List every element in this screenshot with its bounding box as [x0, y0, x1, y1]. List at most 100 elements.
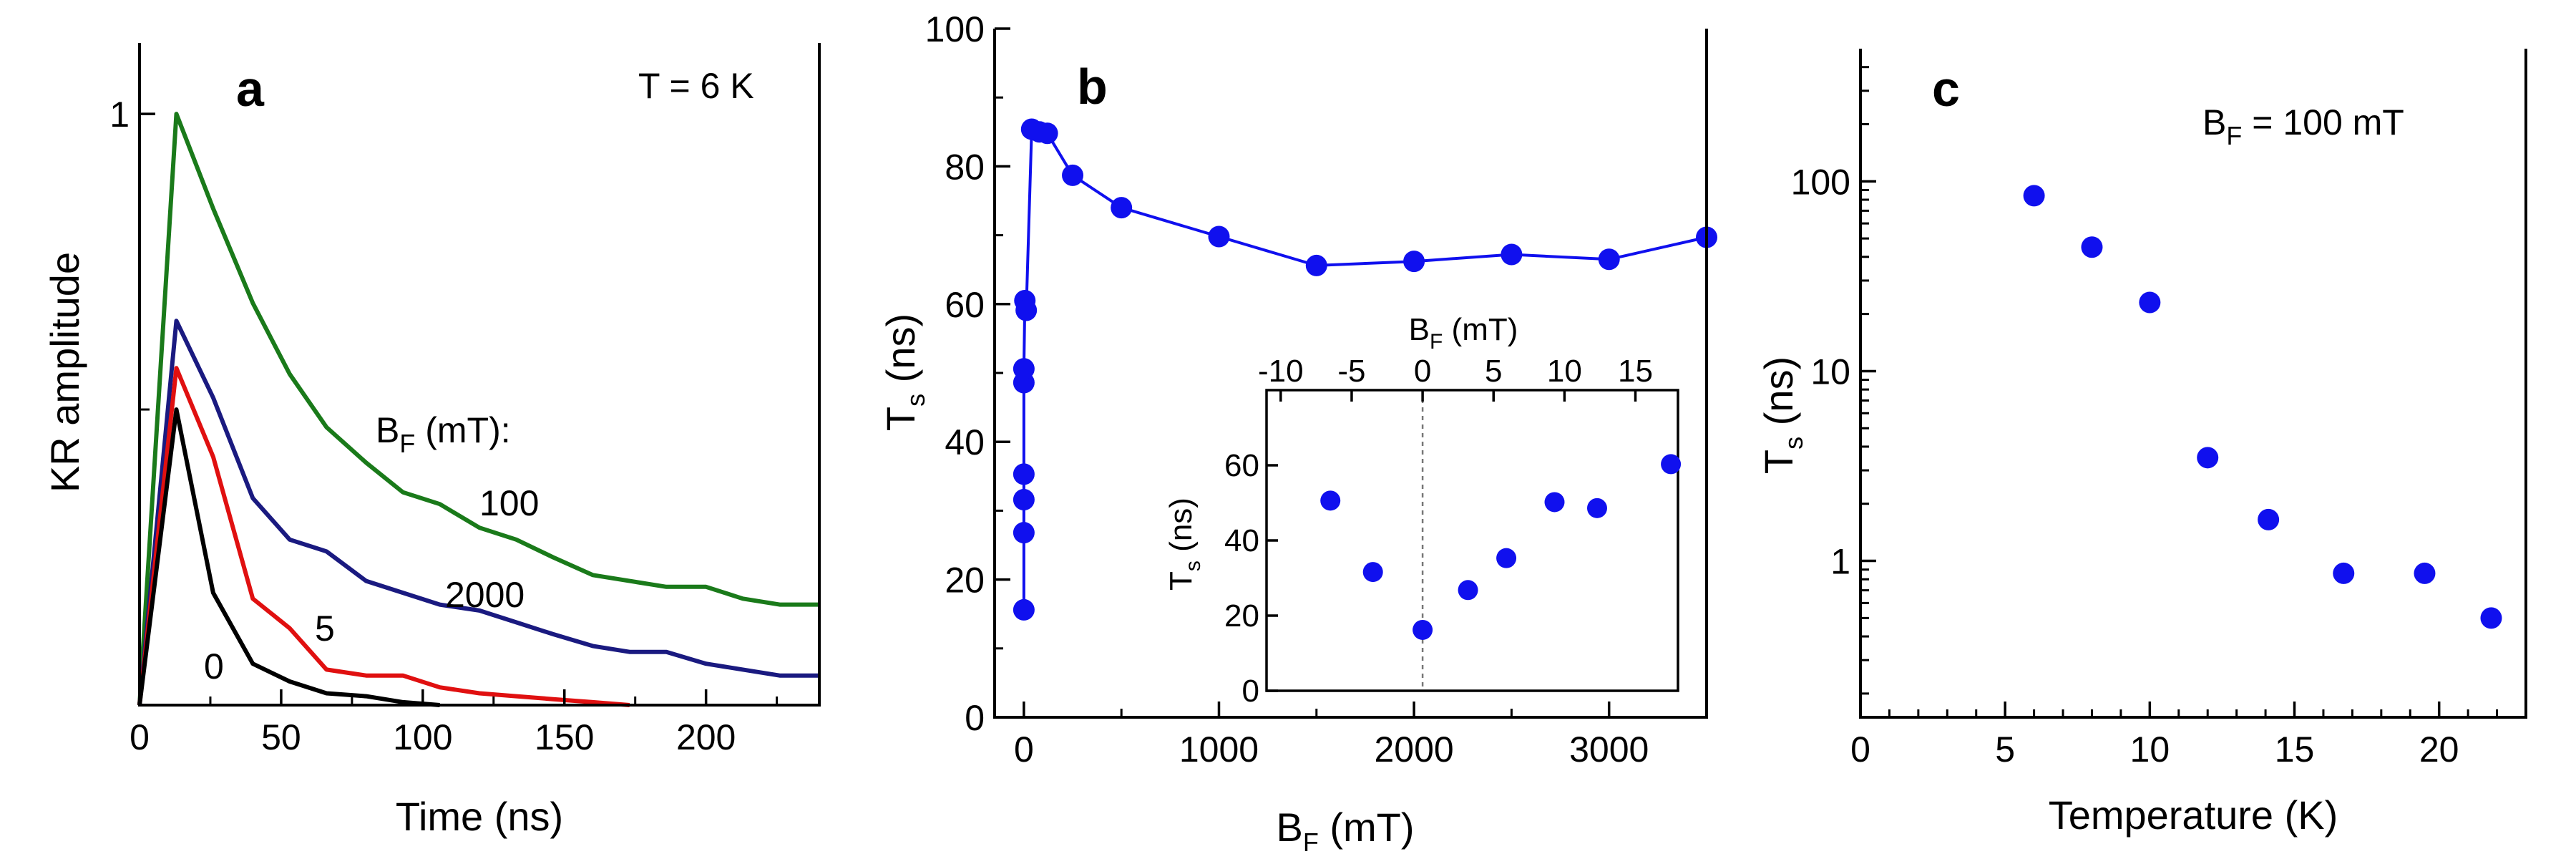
c-annotation-rest: = 100 mT [2242, 102, 2404, 142]
a-series-line-5 [137, 366, 630, 707]
b-inset-x-tick-label--10: -10 [1258, 354, 1304, 389]
b-y-tick-label-60: 60 [945, 285, 985, 325]
b-y-label-main: T [878, 407, 923, 431]
b-data-point [1036, 122, 1058, 145]
c-panel-label: c [1932, 61, 1960, 117]
c-axes-frame [1859, 49, 2527, 719]
b-inset-x-tick-label-15: 15 [1618, 354, 1653, 389]
b-inset-y-tick-label-20: 20 [1224, 598, 1259, 634]
a-x-axis-label: Time (ns) [396, 794, 563, 839]
b-x-tick-label-2000: 2000 [1374, 729, 1453, 770]
a-x-tick-label-100: 100 [393, 717, 452, 757]
b-inset-data-point [1586, 498, 1607, 518]
b-inset: -10 -5 0 5 10 15 0 20 40 60 BF (mT) Ts (ns) [1163, 312, 1682, 709]
b-y-tick-label-40: 40 [945, 422, 985, 462]
b-inset-y-label-main: T [1163, 571, 1199, 591]
b-inset-y-tick-label-0: 0 [1242, 674, 1259, 709]
b-x-label-rest: (mT) [1319, 805, 1415, 850]
b-inset-x-label-main: B [1409, 312, 1430, 347]
a-series-label-0: 0 [204, 646, 224, 686]
b-inset-data-point [1362, 562, 1383, 583]
b-panel-label: b [1077, 59, 1108, 115]
a-x-tick-label-200: 200 [676, 717, 736, 757]
a-series-label-2000: 2000 [445, 575, 525, 615]
b-data-point [1015, 299, 1038, 321]
b-inset-x-label-rest: (mT) [1443, 312, 1518, 347]
b-x-tick-label-1000: 1000 [1179, 729, 1259, 770]
c-y-label-sub: s [1779, 437, 1808, 450]
a-y-axis-label: KR amplitude [42, 252, 87, 492]
b-inset-x-label-sub: F [1430, 330, 1443, 354]
c-field-annotation: BF = 100 mT [2202, 102, 2404, 150]
a-x-tick-label-0: 0 [130, 717, 150, 757]
c-y-label-rest: (ns) [1756, 356, 1801, 437]
a-series-label-100: 100 [479, 483, 539, 523]
a-temperature-annotation: T = 6 K [638, 66, 754, 106]
b-data-point [1403, 251, 1425, 273]
b-x-axis-label: BF (mT) [1276, 805, 1414, 857]
c-y-axis-label: Ts (ns) [1756, 356, 1808, 474]
c-x-tick-label-5: 5 [1995, 729, 2015, 770]
b-data-point [1111, 197, 1133, 219]
b-inset-x-tick-label--5: -5 [1337, 354, 1365, 389]
b-y-label-sub: s [901, 394, 930, 407]
b-data-point [1013, 489, 1035, 511]
b-y-tick-label-80: 80 [945, 147, 985, 187]
b-inset-y-label-rest: (ns) [1163, 498, 1199, 560]
panel-c: 0 5 10 15 20 1 10 100 c BF = 100 mT Temperature… [1756, 49, 2527, 838]
b-inset-data-point [1661, 454, 1682, 475]
b-inset-y-tick-label-60: 60 [1224, 448, 1259, 483]
b-x-tick-label-3000: 3000 [1569, 729, 1649, 770]
c-data-point [2333, 562, 2355, 584]
b-inset-data-point [1458, 580, 1478, 601]
c-ticks: 0 5 10 15 20 1 10 100 [1791, 66, 2499, 770]
c-y-tick-label-100: 100 [1791, 162, 1850, 202]
b-inset-y-tick-label-40: 40 [1224, 523, 1259, 558]
b-inset-ticks: -10 -5 0 5 10 15 0 20 40 60 [1224, 354, 1653, 709]
c-data-point [2081, 236, 2103, 258]
a-series-line-100 [137, 112, 819, 706]
b-x-tick-label-0: 0 [1014, 729, 1034, 770]
c-annotation-b: B [2202, 102, 2226, 142]
b-data-point [1062, 164, 1084, 186]
b-y-tick-label-20: 20 [945, 560, 985, 601]
b-inset-marks [1320, 454, 1682, 640]
b-inset-y-label-sub: s [1181, 560, 1205, 571]
c-marks [2023, 185, 2502, 629]
c-data-point [2139, 291, 2161, 314]
b-data-point [1013, 463, 1035, 485]
a-field-legend-rest: (mT): [415, 410, 510, 450]
c-x-tick-label-15: 15 [2275, 729, 2315, 770]
b-data-point [1013, 522, 1035, 544]
b-inset-x-tick-label-10: 10 [1547, 354, 1582, 389]
c-x-tick-label-20: 20 [2419, 729, 2459, 770]
c-x-tick-label-10: 10 [2130, 729, 2170, 770]
b-data-point [1598, 248, 1620, 271]
b-inset-y-axis-label: Ts (ns) [1163, 498, 1205, 591]
a-field-legend-title: BF (mT): [376, 410, 511, 458]
c-x-tick-label-0: 0 [1850, 729, 1870, 770]
b-inset-data-point [1320, 490, 1341, 511]
c-y-label-main: T [1756, 450, 1801, 474]
b-data-point [1013, 358, 1035, 380]
b-data-point [1013, 598, 1035, 621]
a-x-tick-label-150: 150 [535, 717, 594, 757]
a-field-legend-b: B [376, 410, 399, 450]
a-series-line-0 [137, 407, 440, 707]
b-inset-data-point [1544, 492, 1565, 513]
c-data-point [2480, 607, 2502, 629]
b-x-label-main: B [1276, 805, 1302, 850]
a-series-group [137, 112, 819, 707]
c-y-tick-label-10: 10 [1810, 351, 1850, 392]
b-inset-data-point [1496, 548, 1517, 568]
c-data-point [2023, 185, 2045, 207]
b-data-point [1305, 254, 1327, 276]
b-y-axis-label: Ts (ns) [878, 314, 930, 431]
b-inset-x-axis-label: BF (mT) [1409, 312, 1518, 354]
c-annotation-sub: F [2226, 121, 2242, 150]
b-inset-x-tick-label-0: 0 [1414, 354, 1431, 389]
